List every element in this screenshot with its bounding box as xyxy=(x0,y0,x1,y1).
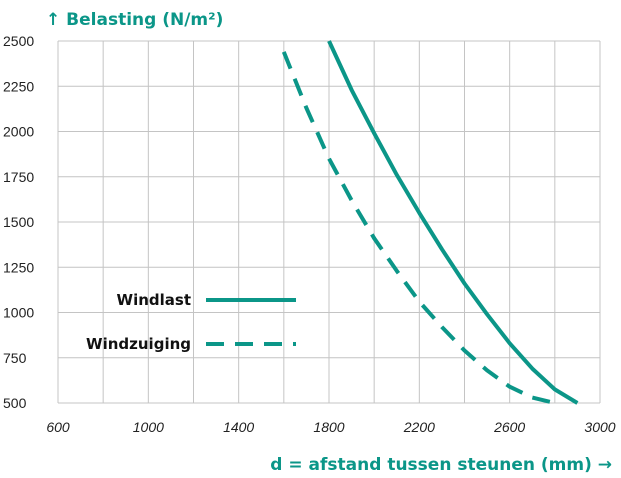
series-line-windzuiging xyxy=(281,51,556,405)
x-tick-label: 3000 xyxy=(584,419,615,435)
y-tick-label: 2000 xyxy=(3,124,34,140)
x-tick-label: 600 xyxy=(46,419,70,435)
y-tick-label: 750 xyxy=(3,350,27,366)
y-tick-labels: 500 750 1000 1250 1500 1750 2000 2250 2500 xyxy=(3,33,34,411)
grid xyxy=(57,40,601,404)
x-axis-title: d = afstand tussen steunen (mm) → xyxy=(270,455,612,475)
legend-label-windzuiging: Windzuiging xyxy=(86,335,191,353)
legend: Windlast Windzuiging xyxy=(86,291,296,353)
y-tick-label: 2500 xyxy=(3,33,34,49)
series-line-windlast xyxy=(327,40,579,405)
x-tick-label: 1400 xyxy=(223,419,254,435)
y-tick-label: 1500 xyxy=(3,214,34,230)
y-axis-title: ↑ Belasting (N/m²) xyxy=(46,10,223,30)
x-tick-labels: 600 1000 1400 1800 2200 2600 3000 xyxy=(46,419,615,435)
x-tick-label: 1000 xyxy=(133,419,164,435)
y-tick-label: 1000 xyxy=(3,305,34,321)
x-tick-label: 2600 xyxy=(493,419,525,435)
series-lines xyxy=(281,40,579,405)
x-tick-label: 1800 xyxy=(313,419,344,435)
y-tick-label: 1750 xyxy=(3,169,34,185)
legend-label-windlast: Windlast xyxy=(117,291,191,309)
y-tick-label: 2250 xyxy=(3,78,34,94)
y-tick-label: 500 xyxy=(3,395,27,411)
y-tick-label: 1250 xyxy=(3,259,34,275)
x-tick-label: 2200 xyxy=(403,419,435,435)
